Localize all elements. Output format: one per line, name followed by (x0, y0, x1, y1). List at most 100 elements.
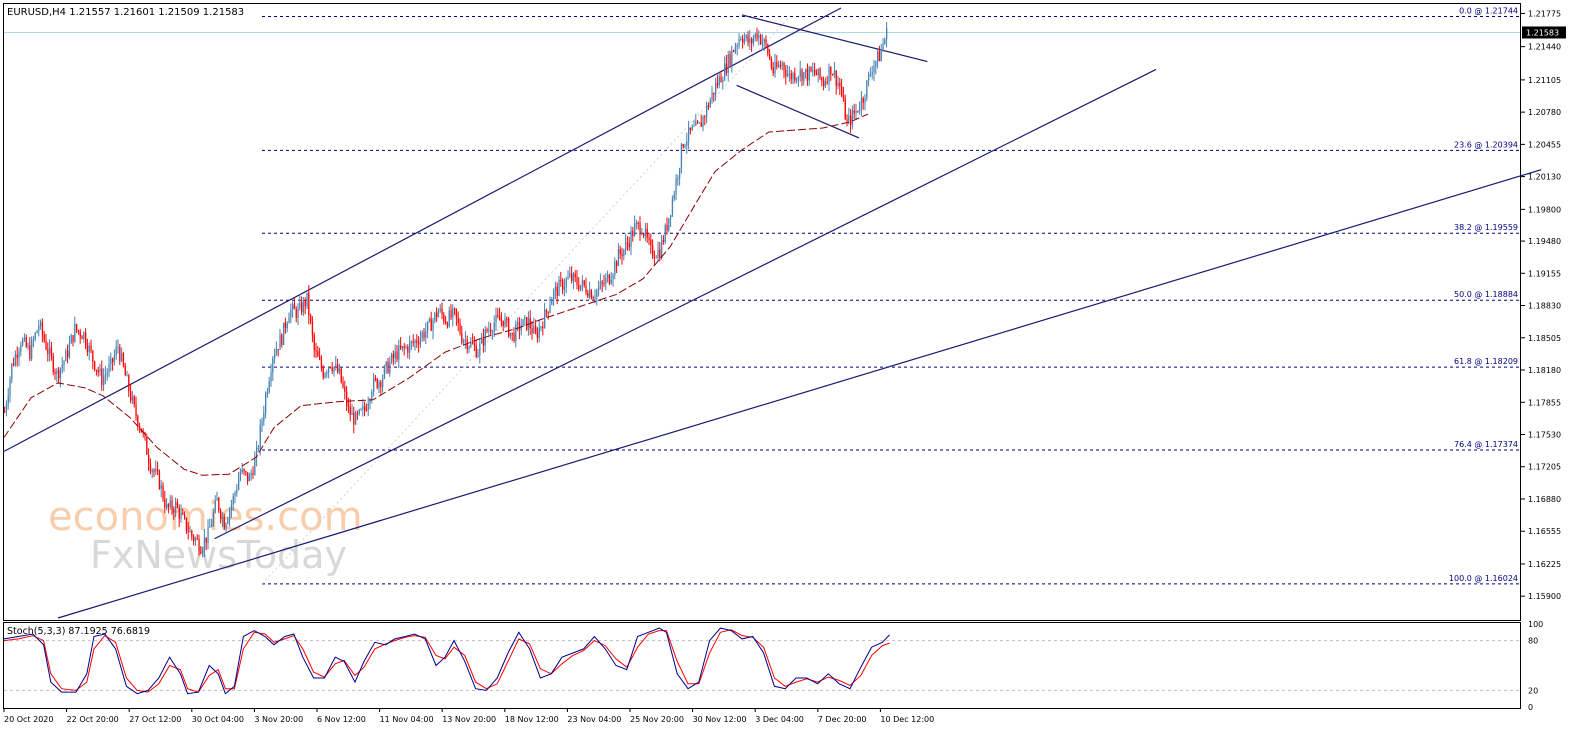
candle-body (40, 322, 42, 326)
candle-body (245, 471, 247, 473)
candle-body (205, 537, 207, 543)
candle-body (164, 499, 166, 508)
stoch-level-label: 0 (1528, 703, 1533, 712)
candle-body (524, 317, 526, 320)
candle-body (520, 326, 522, 331)
candle-body (652, 245, 654, 257)
candle-body (427, 321, 429, 331)
candle-body (275, 349, 278, 355)
candle-body (387, 361, 389, 373)
candle-body (815, 72, 818, 76)
candle-body (218, 498, 220, 511)
candle-body (567, 276, 569, 279)
candle-body (866, 80, 868, 99)
candle-body (774, 62, 776, 74)
candle-body (221, 516, 224, 519)
candle-body (626, 242, 629, 244)
time-tick-label: 3 Dec 04:00 (755, 715, 804, 724)
candle-body (545, 310, 548, 312)
fib-level-label: 100.0 @ 1.16024 (1449, 574, 1518, 583)
candle-body (236, 489, 238, 493)
candle-body (819, 68, 821, 78)
candle-body (790, 73, 792, 80)
candle-body (526, 317, 528, 330)
candle-body (193, 536, 195, 541)
stoch-main-line (3, 627, 890, 695)
candle-body (569, 273, 571, 277)
candle-body (175, 502, 177, 513)
candle-body (855, 110, 857, 114)
candle-body (637, 222, 639, 224)
candle-body (34, 333, 36, 340)
candle-body (293, 304, 296, 310)
candle-body (486, 329, 488, 331)
candle-body (572, 273, 575, 281)
candle-body (374, 378, 377, 380)
stoch-level-label: 100 (1528, 620, 1543, 629)
price-tick-label: 1.20130 (1528, 173, 1561, 182)
candle-body (283, 322, 285, 345)
candle-body (869, 74, 872, 76)
candle-body (590, 290, 593, 299)
candle-body (648, 237, 650, 241)
candle-body (367, 403, 369, 411)
candle-body (880, 49, 882, 61)
trendlines (3, 7, 1542, 619)
candle-body (243, 469, 245, 472)
candle-body (594, 297, 596, 299)
candle-body (256, 447, 258, 459)
candle-body (473, 343, 476, 346)
candle-body (684, 145, 686, 147)
candle-body (277, 349, 279, 351)
candle-body (743, 38, 746, 43)
candle-body (310, 315, 312, 322)
candle-body (36, 330, 38, 334)
stoch-label: Stoch(5,3,3) 87.1925 76.6819 (7, 626, 150, 637)
time-tick-label: 27 Oct 12:00 (129, 715, 181, 724)
candle-body (301, 302, 303, 313)
candle-body (614, 261, 616, 275)
candle-body (385, 361, 387, 367)
candle-body (360, 409, 362, 411)
price-axis: 1.21775 1.21440 1.21105 1.20780 1.20455 1.201… (1521, 9, 1566, 601)
candle-body (601, 282, 603, 284)
candle-body (162, 485, 164, 500)
candle-body (632, 230, 634, 236)
candle-body (497, 314, 499, 317)
candle-body (848, 115, 850, 121)
candle-body (362, 406, 364, 410)
candle-body (157, 468, 159, 472)
candle-body (670, 215, 672, 219)
candle-body (725, 63, 728, 73)
candle-body (421, 332, 423, 338)
fib-diagonal-line (261, 16, 791, 585)
candle-body (702, 116, 704, 127)
candle-body (509, 332, 512, 337)
candle-body (86, 345, 89, 353)
candle-body (691, 125, 693, 131)
candle-body (558, 280, 560, 296)
current-price-tag (1522, 26, 1566, 39)
candle-body (711, 92, 713, 100)
candle-body (67, 350, 69, 358)
price-tick-label: 1.16225 (1528, 560, 1561, 569)
candle-body (65, 350, 67, 361)
candle-body (304, 300, 306, 307)
candle-body (792, 73, 794, 80)
candle-body (124, 365, 126, 376)
candle-body (299, 302, 301, 309)
candle-body (641, 233, 643, 235)
candle-body (214, 500, 216, 513)
candle-body (331, 367, 333, 372)
candle-body (148, 454, 150, 464)
candle-body (38, 325, 40, 331)
candle-body (418, 343, 420, 345)
candle-body (812, 69, 814, 72)
candle-body (639, 223, 641, 235)
candle-body (864, 98, 866, 103)
candle-body (11, 363, 13, 379)
candle-body (349, 406, 351, 415)
candle-body (686, 141, 688, 146)
candle-body (769, 54, 771, 59)
